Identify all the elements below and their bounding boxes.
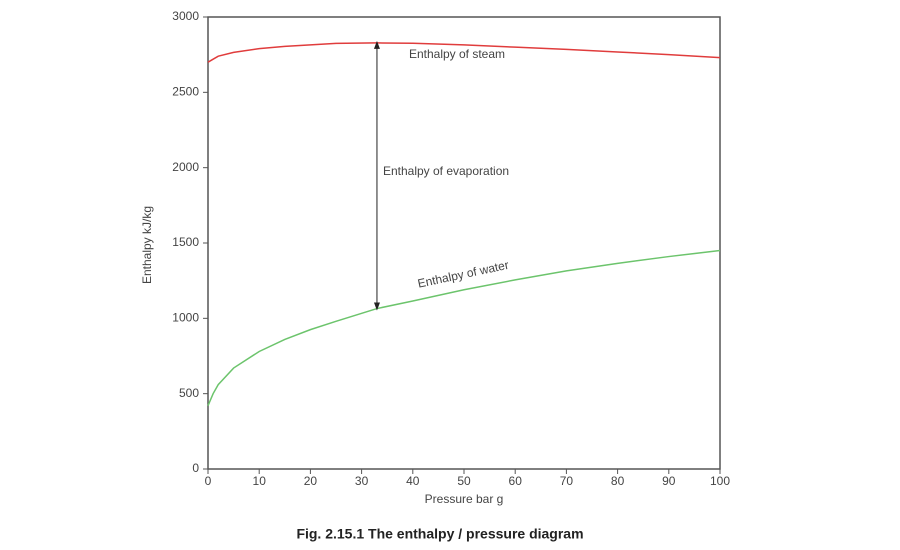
x-tick-label: 10 <box>253 474 267 488</box>
x-tick-label: 0 <box>205 474 212 488</box>
y-tick-label: 3000 <box>172 9 199 23</box>
series-label: Enthalpy of water <box>416 258 510 291</box>
x-tick-label: 30 <box>355 474 369 488</box>
y-tick-label: 2500 <box>172 85 199 99</box>
x-tick-label: 70 <box>560 474 574 488</box>
line-series <box>207 249 721 407</box>
x-tick-label: 40 <box>406 474 420 488</box>
x-tick-label: 60 <box>509 474 523 488</box>
x-tick-label: 80 <box>611 474 625 488</box>
y-tick-label: 0 <box>192 461 199 475</box>
y-tick-label: 1000 <box>172 311 199 325</box>
plot-frame <box>207 16 721 470</box>
series-label: Enthalpy of steam <box>409 47 505 61</box>
y-tick-label: 2000 <box>172 160 199 174</box>
x-tick-label: 100 <box>710 474 730 488</box>
chart-title: Fig. 2.15.1 The enthalpy / pressure diag… <box>296 526 583 542</box>
y-tick-label: 500 <box>179 386 199 400</box>
x-tick-label: 50 <box>457 474 471 488</box>
x-axis-label: Pressure bar g <box>425 492 504 506</box>
y-tick-label: 1500 <box>172 235 199 249</box>
x-tick-label: 90 <box>662 474 676 488</box>
line-series <box>207 42 721 63</box>
x-tick-label: 20 <box>304 474 318 488</box>
annotation: Enthalpy of evaporation <box>383 164 509 178</box>
y-axis-label: Enthalpy kJ/kg <box>140 206 154 284</box>
